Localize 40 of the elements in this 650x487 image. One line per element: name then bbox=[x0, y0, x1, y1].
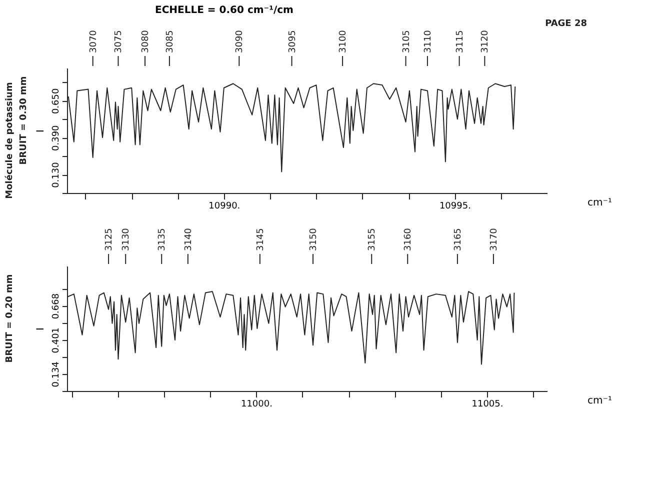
chart-title: ECHELLE = 0.60 cm⁻¹/cm bbox=[155, 5, 294, 16]
annotation: 3105 bbox=[402, 30, 412, 53]
annotation: 3120 bbox=[480, 30, 491, 53]
y-axis-title: I bbox=[36, 328, 46, 330]
x-tick-label: 11000. bbox=[240, 400, 272, 410]
x-tick-label: 10990. bbox=[208, 202, 240, 212]
annotation: 3085 bbox=[165, 30, 176, 53]
annotation: 3070 bbox=[88, 30, 99, 53]
y-tick-label: 0.401 bbox=[52, 327, 62, 354]
text: BRUIT = 0.30 mm bbox=[19, 76, 29, 165]
y-axis-title: I bbox=[36, 130, 46, 132]
annotation: 3110 bbox=[423, 30, 434, 53]
annotation: 3145 bbox=[256, 228, 266, 251]
annotation: 3090 bbox=[235, 30, 246, 53]
annotation: 3135 bbox=[158, 228, 168, 251]
x-tick-label: 10995. bbox=[439, 202, 471, 212]
text: Molécule de potassium bbox=[4, 82, 15, 199]
text: BRUIT = 0.20 mm bbox=[5, 274, 15, 363]
annotation: 3100 bbox=[338, 30, 349, 53]
annotation: 3160 bbox=[404, 228, 414, 251]
annotation: 3150 bbox=[309, 228, 319, 251]
y-tick-label: 0.650 bbox=[52, 88, 62, 114]
y-tick-label: 0.130 bbox=[52, 162, 62, 188]
x-axis-title: cm⁻¹ bbox=[588, 396, 612, 406]
annotation: 3075 bbox=[114, 30, 124, 53]
y-tick-label: 0.668 bbox=[52, 293, 62, 320]
annotation: 3170 bbox=[489, 228, 500, 251]
annotation: 3140 bbox=[184, 228, 194, 251]
annotation: 3095 bbox=[288, 30, 298, 53]
text: PAGE 28 bbox=[545, 19, 587, 29]
y-tick-label: 0.134 bbox=[52, 361, 62, 388]
x-axis-title: cm⁻¹ bbox=[588, 198, 612, 208]
annotation: 3130 bbox=[122, 228, 132, 251]
annotation: 3155 bbox=[368, 228, 378, 251]
annotation: 3125 bbox=[104, 228, 115, 251]
annotation: 3165 bbox=[453, 228, 464, 251]
y-tick-label: 0.390 bbox=[52, 124, 62, 151]
annotation: 3080 bbox=[141, 30, 151, 53]
x-tick-label: 11005. bbox=[472, 400, 504, 410]
annotation: 3115 bbox=[455, 30, 466, 53]
